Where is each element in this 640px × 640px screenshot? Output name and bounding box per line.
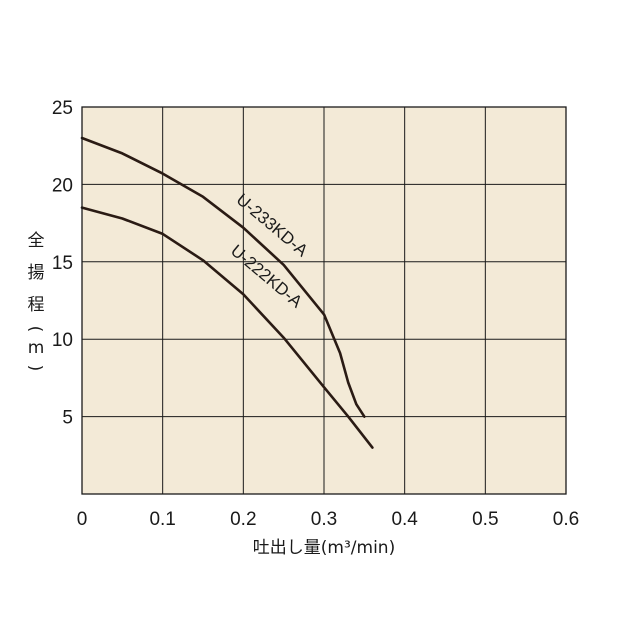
y-axis-label-char: m bbox=[28, 338, 45, 358]
x-axis-label: 吐出し量(m³/min) bbox=[253, 538, 395, 558]
y-tick-label: 25 bbox=[52, 98, 73, 119]
y-tick-label: 15 bbox=[52, 253, 73, 274]
series-line-0 bbox=[80, 136, 366, 418]
x-tick-label: 0.3 bbox=[311, 509, 337, 530]
x-tick-label: 0.2 bbox=[230, 509, 256, 530]
y-axis-label-char: 全 bbox=[28, 231, 45, 251]
x-tick-label: 0.1 bbox=[149, 509, 175, 530]
y-tick-label: 20 bbox=[52, 175, 73, 196]
series-line-1 bbox=[80, 206, 374, 449]
x-tick-label: 0.5 bbox=[472, 509, 498, 530]
x-tick-label: 0.6 bbox=[553, 509, 579, 530]
x-tick-label: 0.4 bbox=[391, 509, 418, 530]
plot-frame bbox=[81, 106, 567, 495]
series-lines bbox=[80, 136, 374, 449]
x-tick-label: 0 bbox=[77, 509, 88, 530]
y-axis-label-char: 程 bbox=[28, 295, 45, 315]
y-tick-label: 5 bbox=[62, 408, 73, 429]
y-tick-label: 10 bbox=[52, 330, 73, 351]
gridlines bbox=[82, 107, 566, 494]
y-axis-label: 全揚程 ( m) bbox=[25, 231, 45, 371]
y-axis-label-char: ( bbox=[25, 326, 45, 333]
y-axis-label-char: 揚 bbox=[28, 263, 45, 283]
tick-labels: 0 0.1 0.2 0.3 0.4 0.5 0.6 5 10 15 20 25 bbox=[52, 98, 579, 530]
y-axis-label-char: ) bbox=[25, 365, 45, 372]
